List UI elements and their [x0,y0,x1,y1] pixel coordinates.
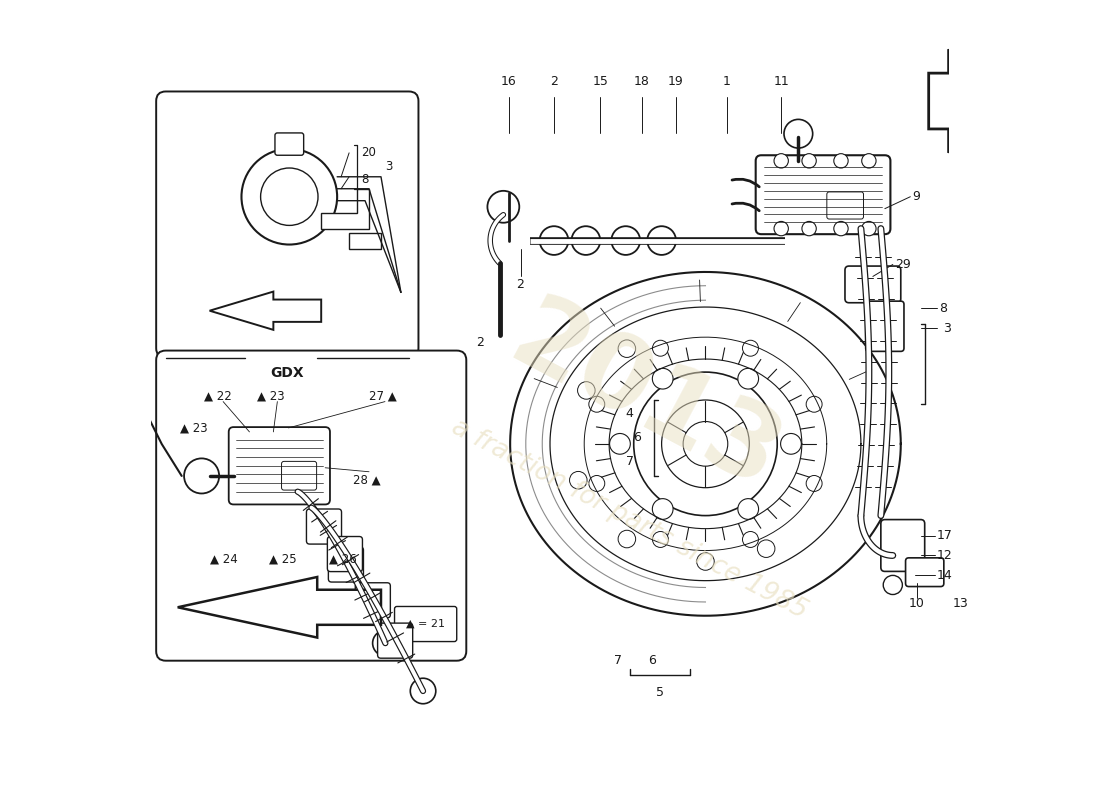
Circle shape [802,222,816,236]
Text: 20: 20 [361,146,376,159]
Polygon shape [928,50,972,153]
Circle shape [652,498,673,519]
Text: 7: 7 [626,455,634,468]
Polygon shape [210,291,321,330]
Text: 3: 3 [385,160,393,173]
Text: 16: 16 [500,74,516,88]
FancyBboxPatch shape [756,155,890,234]
Circle shape [738,368,759,389]
Text: 15: 15 [592,74,608,88]
Text: 19: 19 [668,74,684,88]
Circle shape [966,565,980,579]
FancyBboxPatch shape [229,427,330,505]
Text: 12: 12 [937,549,953,562]
Text: 3: 3 [943,322,950,334]
Text: 14: 14 [937,569,953,582]
Circle shape [652,340,669,356]
Text: 17: 17 [937,529,953,542]
Text: ▲ 26: ▲ 26 [329,553,356,566]
Text: GDX: GDX [271,366,304,380]
Text: ▲ 24: ▲ 24 [210,553,238,566]
Circle shape [373,630,398,656]
FancyBboxPatch shape [156,350,466,661]
Circle shape [410,678,436,704]
Circle shape [696,553,714,570]
Text: 27 ▲: 27 ▲ [370,390,397,402]
Text: 8: 8 [361,173,368,186]
FancyBboxPatch shape [275,133,304,155]
Text: 13: 13 [953,597,968,610]
Circle shape [618,340,636,358]
Text: 2: 2 [475,336,484,350]
Circle shape [861,154,876,168]
Text: ▲ = 21: ▲ = 21 [406,619,446,629]
FancyBboxPatch shape [866,301,904,351]
Circle shape [806,396,822,412]
Circle shape [883,575,902,594]
FancyBboxPatch shape [156,91,418,358]
Text: 5: 5 [656,686,663,699]
Text: ▲ 23: ▲ 23 [257,390,285,402]
Circle shape [742,340,758,356]
Circle shape [774,222,789,236]
Circle shape [774,154,789,168]
Circle shape [652,531,669,547]
Text: ▲ 23: ▲ 23 [180,422,208,434]
Text: 2: 2 [517,278,525,291]
Text: 6: 6 [648,654,656,667]
Text: 10: 10 [909,597,925,610]
Text: 18: 18 [634,74,650,88]
FancyBboxPatch shape [329,547,363,582]
Circle shape [834,154,848,168]
Circle shape [758,540,774,558]
Text: 2: 2 [550,74,558,88]
FancyBboxPatch shape [377,623,412,658]
FancyBboxPatch shape [282,462,317,490]
Text: 11: 11 [773,74,789,88]
FancyBboxPatch shape [845,266,901,302]
Polygon shape [321,189,368,229]
FancyBboxPatch shape [881,519,925,571]
Circle shape [781,434,801,454]
FancyBboxPatch shape [307,509,341,544]
FancyBboxPatch shape [355,582,390,618]
Text: 8: 8 [939,302,947,315]
Text: 28 ▲: 28 ▲ [353,474,381,486]
Circle shape [861,222,876,236]
Circle shape [588,396,605,412]
Circle shape [738,498,759,519]
Text: 6: 6 [632,431,641,444]
Polygon shape [510,272,901,616]
Circle shape [570,471,587,489]
Circle shape [609,434,630,454]
Circle shape [742,531,758,547]
Text: 4: 4 [626,407,634,421]
Circle shape [802,154,816,168]
Text: 29: 29 [895,258,911,271]
Polygon shape [349,233,381,249]
Text: 1: 1 [723,74,730,88]
Circle shape [784,119,813,148]
FancyBboxPatch shape [827,192,864,219]
Circle shape [578,382,595,399]
FancyBboxPatch shape [395,606,456,642]
Polygon shape [178,577,381,638]
Circle shape [588,475,605,491]
Circle shape [806,475,822,491]
FancyBboxPatch shape [328,537,363,571]
Text: ▲ 22: ▲ 22 [204,390,232,402]
Text: 9: 9 [913,190,921,203]
Text: ▲ 25: ▲ 25 [270,553,297,566]
Circle shape [618,530,636,548]
Circle shape [652,368,673,389]
Text: 2013: 2013 [494,287,798,513]
Circle shape [834,222,848,236]
Text: a fraction for parts since 1985: a fraction for parts since 1985 [448,414,812,625]
FancyBboxPatch shape [905,558,944,586]
Text: 7: 7 [614,654,622,667]
